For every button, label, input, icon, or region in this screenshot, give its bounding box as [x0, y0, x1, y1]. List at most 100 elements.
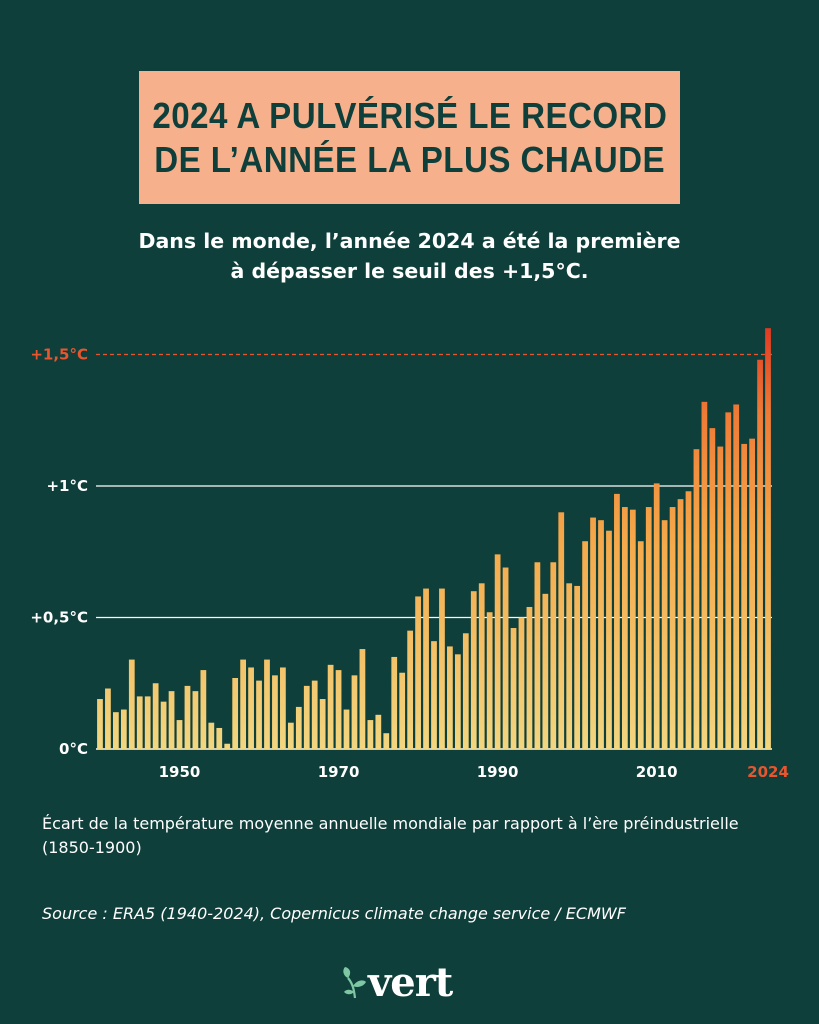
bar-1952: [192, 691, 199, 749]
bar-2012: [669, 507, 676, 749]
bar-1945: [136, 696, 143, 749]
bar-1967: [311, 680, 318, 749]
bar-2022: [749, 438, 755, 749]
bar-1966: [303, 685, 310, 749]
bar-1953: [200, 670, 207, 749]
bar-1940: [97, 699, 103, 749]
source-note: Source : ERA5 (1940-2024), Copernicus cl…: [42, 904, 626, 923]
bar-1954: [208, 722, 215, 749]
bar-1998: [558, 512, 565, 749]
bar-1961: [264, 659, 270, 749]
bar-1982: [431, 641, 437, 749]
title-line-1: 2024 A PULVÉRISÉ LE RECORD: [151, 94, 668, 136]
bar-1975: [375, 714, 382, 749]
bar-1989: [486, 612, 493, 749]
bar-1947: [152, 683, 159, 749]
bar-1990: [494, 554, 501, 749]
temperature-bar-chart: 0°C +0,5°C +1°C +1,5°C 1950 1970 1990 2010 2024: [30, 328, 789, 781]
bar-1943: [120, 709, 127, 749]
bar-2011: [661, 520, 668, 749]
bar-1958: [240, 659, 247, 749]
bar-1974: [367, 720, 374, 749]
bar-2007: [629, 509, 636, 749]
bar-2003: [598, 520, 604, 749]
bar-1993: [518, 617, 525, 749]
bar-2009: [645, 507, 652, 749]
bar-1991: [502, 567, 509, 749]
bar-1988: [478, 583, 485, 749]
bar-1960: [256, 680, 262, 749]
bar-2015: [693, 449, 700, 749]
x-tick-label-2024: 2024: [747, 763, 789, 781]
threshold-label: +1,5°C: [30, 346, 88, 364]
bar-1970: [335, 670, 342, 749]
bar-2005: [614, 493, 620, 749]
bar-1965: [295, 706, 302, 749]
bar-2013: [677, 499, 684, 749]
bar-2001: [582, 541, 588, 749]
bar-1949: [168, 691, 175, 749]
bar-1964: [287, 722, 294, 749]
bar-1948: [160, 701, 167, 749]
bar-1950: [176, 720, 183, 749]
vert-logo: vert: [342, 958, 453, 1006]
bar-2006: [621, 507, 628, 749]
bar-1972: [351, 675, 358, 749]
bar-1969: [327, 664, 334, 749]
bar-1971: [343, 709, 350, 749]
bar-1941: [105, 688, 111, 749]
bar-2018: [717, 446, 724, 749]
bar-2021: [741, 443, 748, 749]
bar-2004: [606, 530, 612, 749]
x-tick-label-1970: 1970: [318, 763, 360, 781]
bar-1995: [534, 562, 541, 749]
bar-1980: [415, 596, 421, 749]
bar-2016: [701, 401, 708, 749]
bar-2020: [733, 404, 740, 749]
bar-1981: [423, 588, 429, 749]
bar-1951: [184, 685, 191, 749]
bar-1962: [272, 675, 278, 749]
bar-1978: [399, 672, 406, 749]
bar-1968: [319, 699, 326, 749]
bar-1959: [248, 667, 254, 749]
bar-1955: [216, 727, 223, 749]
subtitle-line-2: à dépasser le seuil des +1,5°C.: [230, 259, 589, 283]
bar-2008: [637, 541, 644, 749]
title-box: 2024 A PULVÉRISÉ LE RECORD DE L’ANNÉE LA…: [139, 71, 680, 204]
bar-1994: [526, 606, 533, 749]
bar-2019: [725, 412, 732, 749]
bar-2023: [757, 359, 763, 749]
bar-1946: [144, 696, 151, 749]
bar-1999: [566, 583, 573, 749]
bar-2024: [765, 328, 771, 749]
title-line-2: DE L’ANNÉE LA PLUS CHAUDE: [154, 138, 665, 180]
bar-2017: [709, 428, 716, 749]
bar-1983: [439, 588, 445, 749]
y-tick-label: +0,5°C: [30, 609, 88, 627]
bar-1986: [462, 633, 469, 749]
bar-2000: [574, 585, 581, 749]
bar-2014: [685, 491, 692, 749]
bar-2002: [590, 517, 596, 749]
y-tick-label: 0°C: [59, 740, 88, 758]
bar-1977: [391, 656, 398, 749]
bar-1973: [359, 649, 366, 749]
bar-1979: [407, 630, 414, 749]
logo-text: vert: [368, 958, 453, 1006]
bar-1997: [550, 562, 557, 749]
subtitle: Dans le monde, l’année 2024 a été la pre…: [0, 226, 819, 286]
x-tick-label-1950: 1950: [159, 763, 201, 781]
bar-2010: [653, 483, 660, 749]
bar-1956: [224, 743, 231, 749]
bar-1984: [447, 646, 453, 749]
y-tick-label: +1°C: [46, 477, 88, 495]
bar-1957: [232, 677, 239, 749]
bar-1942: [113, 712, 119, 749]
leaf-icon: [343, 967, 366, 999]
bar-1996: [542, 593, 549, 749]
bar-1963: [280, 667, 286, 749]
x-tick-label-1990: 1990: [477, 763, 519, 781]
x-tick-label-2010: 2010: [636, 763, 678, 781]
subtitle-line-1: Dans le monde, l’année 2024 a été la pre…: [138, 229, 681, 253]
